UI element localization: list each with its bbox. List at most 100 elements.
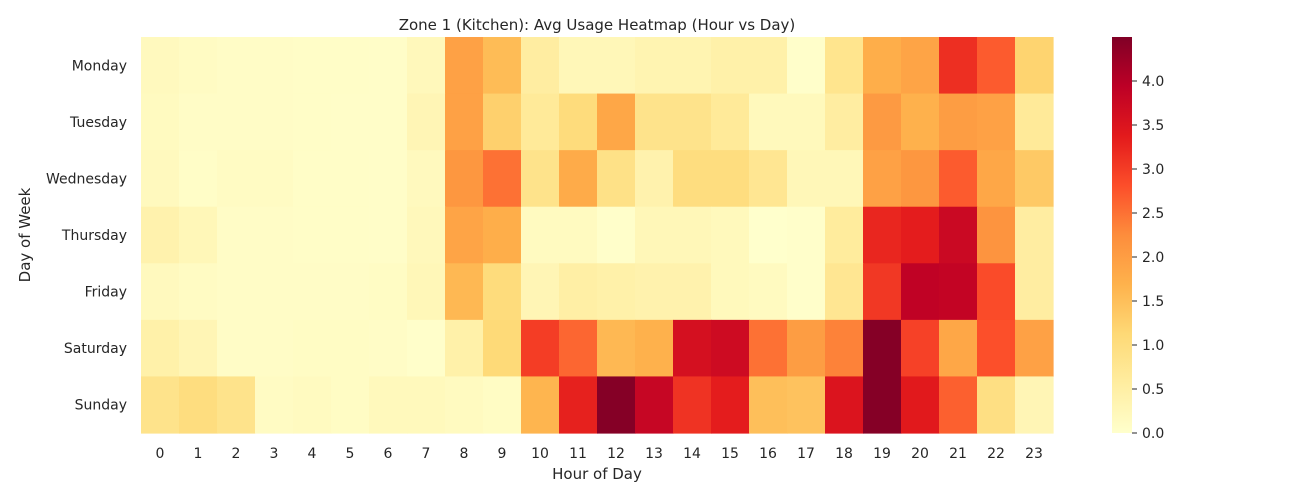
x-tick-label: 11 (569, 446, 587, 462)
heatmap-cell (673, 37, 712, 95)
x-tick-label: 17 (797, 446, 815, 462)
heatmap-cell (673, 150, 712, 208)
heatmap-cell (977, 37, 1016, 95)
heatmap-cell (521, 206, 560, 264)
heatmap-cell (597, 376, 636, 434)
heatmap-cell (331, 206, 370, 264)
heatmap-cell (825, 93, 864, 151)
heatmap-cell (825, 319, 864, 378)
heatmap-cell (597, 150, 636, 208)
heatmap-cell (559, 93, 598, 151)
x-tick-label: 22 (987, 446, 1005, 462)
heatmap-cell (141, 150, 180, 208)
x-tick-label: 13 (645, 446, 663, 462)
x-tick-label: 5 (346, 446, 355, 462)
y-tick-label: Friday (85, 285, 127, 301)
heatmap-cell (179, 319, 218, 378)
heatmap-cell (255, 263, 294, 321)
heatmap-cell (293, 206, 332, 264)
heatmap-cell (255, 37, 294, 95)
heatmap-cell (255, 150, 294, 208)
heatmap-cell (749, 376, 788, 434)
heatmap-cell (787, 263, 826, 321)
heatmap-cell (863, 93, 902, 151)
heatmap-cell (977, 263, 1016, 321)
heatmap-cell (445, 150, 484, 208)
heatmap-cell (597, 206, 636, 264)
heatmap-cell (787, 150, 826, 208)
x-tick-label: 2 (232, 446, 241, 462)
heatmap-cell (939, 93, 978, 151)
y-axis-ticks: Monday Tuesday Wednesday Thursday Friday Satu… (46, 58, 127, 413)
heatmap-cell (559, 150, 598, 208)
heatmap-cell (787, 376, 826, 434)
y-tick-label: Wednesday (46, 171, 127, 187)
heatmap-cell (635, 37, 674, 95)
heatmap-cell (179, 93, 218, 151)
heatmap-cell (445, 206, 484, 264)
heatmap-cell (939, 319, 978, 378)
heatmap-cell (521, 93, 560, 151)
heatmap-cell (863, 206, 902, 264)
heatmap-cell (863, 376, 902, 434)
heatmap-cell (635, 319, 674, 378)
heatmap-cell (673, 93, 712, 151)
y-tick-label: Tuesday (69, 115, 127, 131)
heatmap-cell (749, 319, 788, 378)
heatmap-cell (369, 93, 408, 151)
x-tick-label: 21 (949, 446, 967, 462)
heatmap-cell (825, 150, 864, 208)
heatmap-cell (939, 150, 978, 208)
heatmap-cell (749, 206, 788, 264)
heatmap-cell (369, 206, 408, 264)
heatmap-cell (483, 319, 522, 378)
heatmap-cell (293, 376, 332, 434)
heatmap-cell (521, 376, 560, 434)
heatmap-cell (407, 93, 446, 151)
heatmap-cell (331, 150, 370, 208)
heatmap-cell (673, 319, 712, 378)
heatmap-cell (369, 319, 408, 378)
y-tick-label: Saturday (64, 341, 127, 357)
heatmap-cell (1015, 319, 1054, 378)
colorbar-gradient (1112, 37, 1132, 433)
heatmap-cell (673, 206, 712, 264)
heatmap-cell (711, 93, 750, 151)
x-tick-label: 19 (873, 446, 891, 462)
heatmap-cell (635, 93, 674, 151)
heatmap-cell (787, 319, 826, 378)
heatmap-cell (407, 319, 446, 378)
heatmap-cell (217, 93, 256, 151)
x-tick-label: 6 (384, 446, 393, 462)
x-axis-label: Hour of Day (552, 465, 642, 483)
heatmap-cell (331, 319, 370, 378)
heatmap-cell (521, 319, 560, 378)
heatmap-cell (635, 206, 674, 264)
y-tick-label: Monday (72, 58, 127, 74)
heatmap-cell (179, 37, 218, 95)
heatmap-cell (1015, 37, 1054, 95)
heatmap-cell (217, 319, 256, 378)
heatmap-cell (901, 263, 940, 321)
x-tick-label: 0 (156, 446, 165, 462)
heatmap-cell (293, 150, 332, 208)
colorbar-tick-label: 3.5 (1142, 118, 1164, 134)
heatmap-cell (141, 376, 180, 434)
heatmap-cell (179, 150, 218, 208)
heatmap-cell (977, 376, 1016, 434)
colorbar-ticks: 0.0 0.5 1.0 1.5 2.0 2.5 3.0 3.5 4.0 (1132, 74, 1164, 442)
heatmap-cell (977, 319, 1016, 378)
heatmap-cell (559, 206, 598, 264)
heatmap-cell (863, 263, 902, 321)
colorbar-tick-label: 2.5 (1142, 206, 1164, 222)
heatmap-cell (255, 376, 294, 434)
heatmap-cells (141, 37, 1054, 434)
heatmap-cell (901, 150, 940, 208)
heatmap-cell (825, 263, 864, 321)
heatmap-cell (179, 376, 218, 434)
heatmap-cell (749, 263, 788, 321)
heatmap-cell (749, 93, 788, 151)
heatmap-cell (407, 206, 446, 264)
heatmap-cell (141, 93, 180, 151)
heatmap-cell (255, 93, 294, 151)
